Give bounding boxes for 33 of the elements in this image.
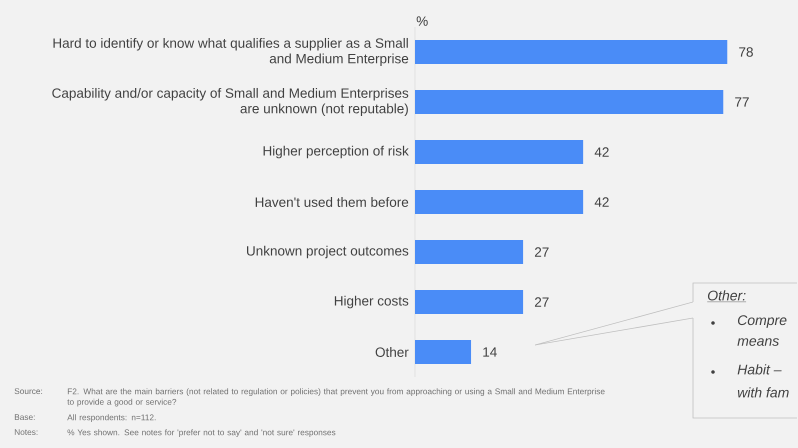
data-label: 27 (534, 247, 549, 257)
source-note: Source: (14, 388, 42, 394)
data-label: 27 (534, 297, 549, 307)
y-tick-label: Higher perception of risk (264, 146, 409, 158)
y-tick-label: Haven't used them before (256, 197, 408, 207)
y-tick-label: Other (376, 347, 409, 357)
annotation: Other: (708, 290, 746, 300)
text: Base: (14, 414, 35, 420)
data-label: 14 (483, 347, 497, 357)
bar (415, 240, 524, 264)
y-tick-label: Higher costs (334, 296, 408, 308)
bar (415, 290, 524, 314)
text: Compre (738, 315, 786, 328)
bar (415, 140, 584, 164)
bar (415, 90, 724, 114)
text: % Yes shown. See notes for 'prefer not to say' and 'not sure' responses (68, 429, 336, 437)
bar (415, 340, 472, 364)
text: All respondents: n=112. (67, 414, 156, 422)
text: with fam (738, 387, 789, 398)
data-label: 42 (594, 197, 609, 207)
text: Habit – (738, 364, 782, 374)
text: Notes: (14, 429, 38, 435)
y-tick-label: Hard to identify or know what qualifies a supplier as a Small and Medium Enterprise (53, 38, 408, 66)
text: means (737, 338, 779, 346)
data-label: 42 (594, 147, 609, 157)
data-label: 78 (739, 47, 753, 57)
bar (415, 40, 728, 64)
y-tick-label: Unknown project outcomes (247, 246, 408, 258)
x-axis-title: % (416, 16, 428, 26)
y-tick-label: Capability and/or capacity of Small and Medium Enterprises are unknown (not reputable) (52, 88, 408, 116)
bar (415, 190, 584, 214)
text: F2. What are the main barriers (not related to regulation or policies) that prevent you from approaching or using a Small and Medium Enterprise to provide a good or service? (67, 388, 605, 406)
data-label: 77 (735, 97, 749, 107)
